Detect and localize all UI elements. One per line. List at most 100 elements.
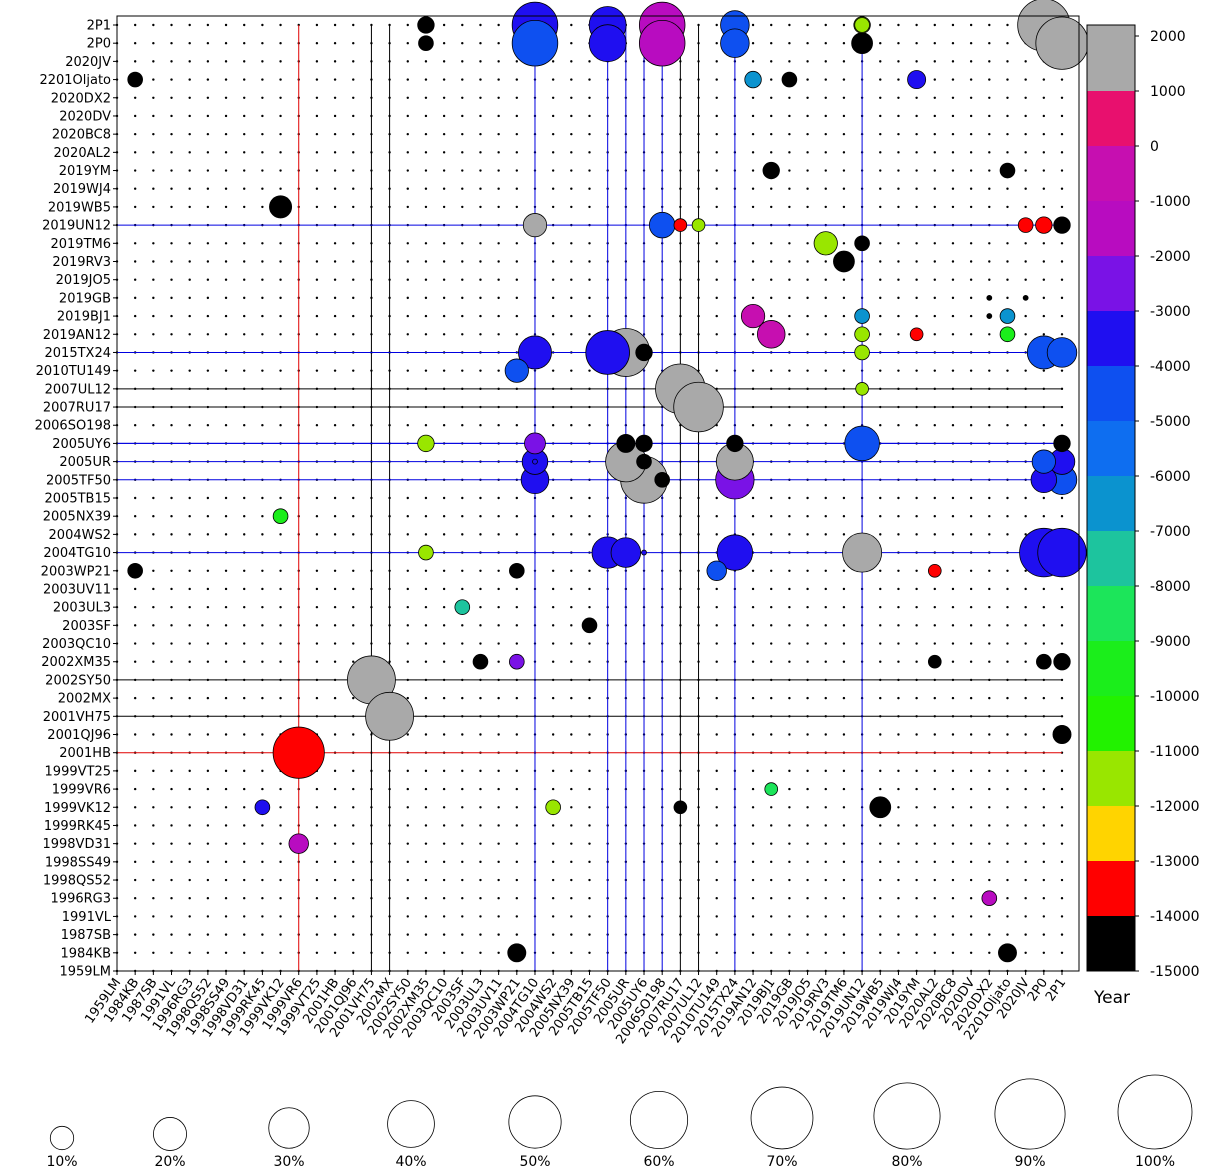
grid-dot <box>915 278 918 281</box>
grid-dot <box>842 660 846 663</box>
grid-dot <box>261 824 264 827</box>
grid-dot <box>461 787 464 791</box>
grid-dot <box>133 951 137 955</box>
grid-dot <box>988 696 991 700</box>
grid-dot <box>1042 514 1046 518</box>
grid-dot <box>479 78 482 81</box>
grid-dot <box>279 314 282 318</box>
grid-dot <box>279 260 282 263</box>
grid-dot <box>133 587 137 591</box>
grid-dot <box>842 424 846 427</box>
grid-dot <box>152 78 155 81</box>
grid-dot <box>824 806 827 809</box>
grid-dot <box>1042 242 1046 245</box>
grid-dot <box>897 569 900 572</box>
grid-dot <box>461 78 464 81</box>
grid-dot <box>497 60 500 63</box>
grid-dot <box>1024 860 1027 864</box>
grid-dot <box>243 787 246 791</box>
grid-dot <box>188 860 191 864</box>
grid-dot <box>333 132 337 136</box>
grid-dot <box>315 533 319 536</box>
bubble <box>854 235 870 252</box>
grid-dot <box>824 860 827 864</box>
grid-dot <box>352 806 355 809</box>
grid-dot <box>279 132 282 136</box>
grid-dot <box>897 333 900 336</box>
grid-dot <box>206 151 210 154</box>
grid-dot <box>806 260 809 263</box>
grid-dot <box>788 769 791 773</box>
grid-dot <box>988 860 991 864</box>
grid-dot <box>279 78 282 81</box>
grid-dot <box>133 333 137 336</box>
grid-dot <box>406 496 409 500</box>
grid-dot <box>170 933 173 936</box>
grid-dot <box>206 41 210 45</box>
grid-dot <box>879 733 882 736</box>
grid-dot <box>333 496 337 500</box>
grid-dot <box>751 696 755 700</box>
grid-dot <box>461 60 464 63</box>
grid-dot <box>461 205 464 209</box>
grid-dot <box>352 78 355 81</box>
grid-dot <box>824 642 827 645</box>
grid-dot <box>170 514 173 518</box>
grid-dot <box>515 424 519 427</box>
grid-dot <box>442 187 446 190</box>
grid-dot <box>424 696 428 700</box>
grid-dot <box>224 260 228 263</box>
grid-dot <box>497 806 500 809</box>
grid-dot <box>515 605 519 609</box>
grid-dot <box>770 696 773 700</box>
grid-dot <box>515 278 519 281</box>
grid-dot <box>588 242 591 245</box>
grid-dot <box>806 624 809 627</box>
grid-dot <box>1006 205 1009 209</box>
grid-dot <box>224 696 228 700</box>
grid-dot <box>279 624 282 627</box>
grid-dot <box>897 733 900 736</box>
grid-dot <box>352 369 355 372</box>
grid-dot <box>243 842 246 845</box>
grid-dot <box>133 314 137 318</box>
grid-dot <box>224 569 228 572</box>
grid-dot <box>570 878 573 882</box>
grid-dot <box>152 824 155 827</box>
grid-dot <box>206 169 210 172</box>
grid-dot <box>1006 296 1009 300</box>
grid-dot <box>1006 151 1009 154</box>
grid-dot <box>1006 642 1009 645</box>
grid-dot <box>442 151 446 154</box>
grid-dot <box>933 878 936 882</box>
y-tick-label: 2002SY50 <box>45 673 111 688</box>
grid-dot <box>715 242 718 245</box>
grid-dot <box>515 769 519 773</box>
grid-dot <box>479 824 482 827</box>
grid-dot <box>206 806 210 809</box>
grid-dot <box>788 260 791 263</box>
grid-dot <box>570 296 573 300</box>
grid-dot <box>279 897 282 900</box>
grid-dot <box>515 933 519 936</box>
grid-dot <box>915 314 918 318</box>
grid-dot <box>570 569 573 572</box>
grid-dot <box>315 915 319 918</box>
size-legend-circle <box>508 1095 562 1149</box>
grid-dot <box>243 278 246 281</box>
grid-dot <box>206 569 210 572</box>
grid-dot <box>951 514 955 518</box>
grid-dot <box>333 151 337 154</box>
grid-dot <box>788 278 791 281</box>
grid-dot <box>915 533 918 536</box>
grid-dot <box>333 951 337 955</box>
grid-dot <box>515 897 519 900</box>
grid-dot <box>188 260 191 263</box>
grid-dot <box>915 605 918 609</box>
grid-dot <box>261 333 264 336</box>
grid-dot <box>352 605 355 609</box>
grid-dot <box>479 514 482 518</box>
grid-dot <box>333 642 337 645</box>
grid-dot <box>406 314 409 318</box>
y-tick-label: 2010TU149 <box>36 364 111 379</box>
